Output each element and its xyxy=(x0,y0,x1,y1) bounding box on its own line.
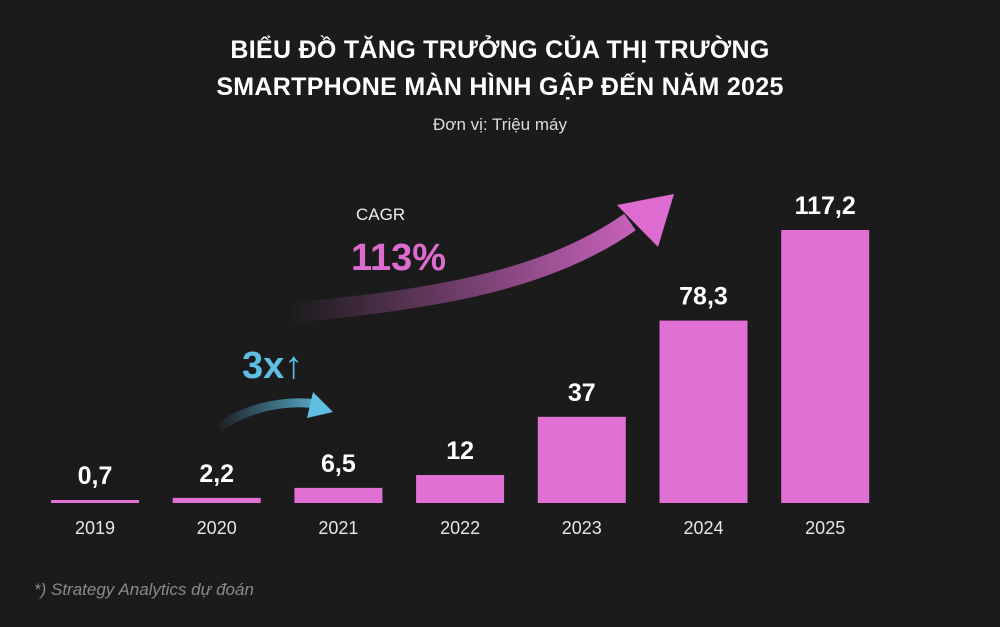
growth-arrow xyxy=(215,392,333,432)
x-tick-label: 2021 xyxy=(318,518,358,538)
bar-2022 xyxy=(416,475,505,503)
chart-title-line-1: BIỂU ĐỒ TĂNG TRƯỞNG CỦA THỊ TRƯỜNG xyxy=(230,36,770,64)
x-tick-label: 2020 xyxy=(197,518,237,538)
cagr-arrow xyxy=(289,194,674,323)
x-tick-label: 2019 xyxy=(75,518,115,538)
bar-2023 xyxy=(537,416,626,503)
value-label: 117,2 xyxy=(795,192,856,220)
growth-multiplier: 3x↑ xyxy=(242,345,304,387)
bar-2024 xyxy=(659,320,748,503)
x-tick-label: 2024 xyxy=(683,518,723,538)
bar-2020 xyxy=(172,497,261,503)
value-label: 6,5 xyxy=(321,450,356,478)
cagr-label: CAGR xyxy=(356,205,406,224)
value-label: 12 xyxy=(446,437,474,465)
x-tick-label: 2023 xyxy=(562,518,602,538)
chart-title-line-2: SMARTPHONE MÀN HÌNH GẬP ĐẾN NĂM 2025 xyxy=(216,73,784,101)
bar-2019 xyxy=(51,500,139,503)
value-label: 78,3 xyxy=(679,283,728,311)
x-tick-label: 2025 xyxy=(805,518,845,538)
value-label: 37 xyxy=(568,379,596,407)
footnote: *) Strategy Analytics dự đoán xyxy=(34,580,254,599)
x-tick-label: 2022 xyxy=(440,518,480,538)
value-label: 0,7 xyxy=(78,462,113,490)
value-label: 2,2 xyxy=(199,460,234,488)
chart-subtitle: Đơn vị: Triệu máy xyxy=(433,115,567,134)
cagr-value: 113% xyxy=(351,237,447,279)
bar-2021 xyxy=(294,487,383,503)
bar-2025 xyxy=(781,230,870,503)
